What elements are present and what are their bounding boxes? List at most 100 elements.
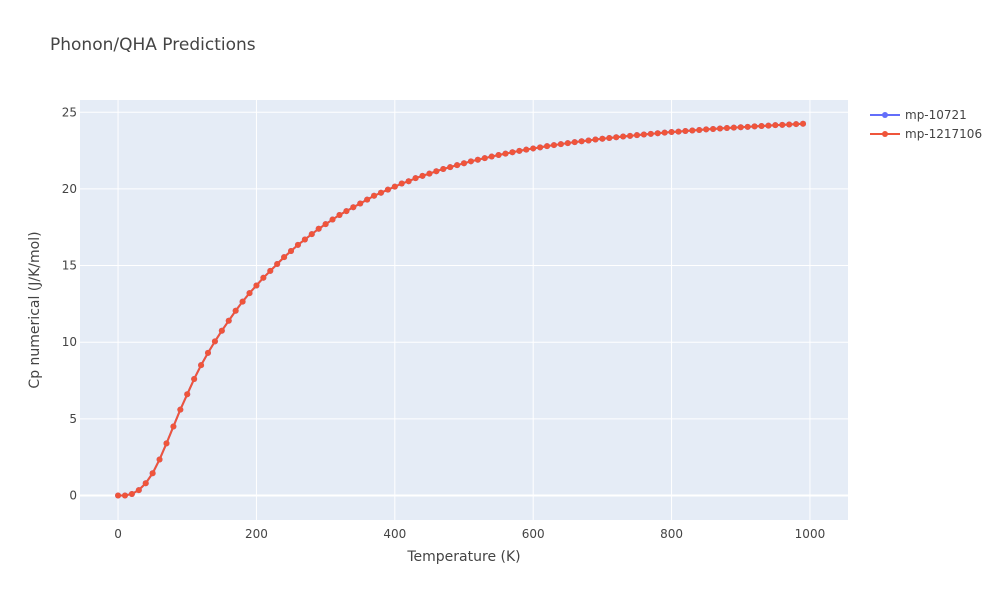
data-point[interactable]	[315, 225, 322, 232]
data-point[interactable]	[239, 298, 246, 305]
data-point[interactable]	[654, 130, 661, 137]
data-point[interactable]	[606, 135, 613, 142]
data-point[interactable]	[544, 143, 551, 150]
data-point[interactable]	[336, 211, 343, 218]
data-point[interactable]	[343, 208, 350, 215]
data-point[interactable]	[377, 189, 384, 196]
data-point[interactable]	[398, 180, 405, 187]
data-point[interactable]	[647, 130, 654, 137]
data-point[interactable]	[467, 158, 474, 165]
data-point[interactable]	[322, 221, 329, 228]
data-point[interactable]	[308, 231, 315, 238]
data-point[interactable]	[128, 490, 135, 497]
data-point[interactable]	[682, 127, 689, 134]
data-point[interactable]	[301, 236, 308, 243]
data-point[interactable]	[571, 139, 578, 146]
data-point[interactable]	[620, 133, 627, 140]
data-point[interactable]	[564, 140, 571, 147]
data-point[interactable]	[474, 156, 481, 163]
data-point[interactable]	[184, 391, 191, 398]
data-point[interactable]	[205, 349, 211, 356]
data-point[interactable]	[488, 153, 495, 160]
data-point[interactable]	[149, 470, 156, 477]
data-point[interactable]	[786, 121, 793, 128]
data-point[interactable]	[191, 375, 198, 382]
data-point[interactable]	[633, 132, 640, 139]
data-point[interactable]	[225, 317, 232, 324]
data-point[interactable]	[156, 456, 163, 463]
data-point[interactable]	[758, 123, 765, 130]
data-point[interactable]	[585, 137, 592, 144]
data-point[interactable]	[142, 480, 149, 487]
data-point[interactable]	[772, 122, 779, 129]
data-point[interactable]	[433, 168, 440, 175]
data-point[interactable]	[391, 183, 398, 190]
data-point[interactable]	[426, 170, 433, 177]
data-point[interactable]	[246, 290, 253, 297]
data-point[interactable]	[177, 406, 184, 413]
data-point[interactable]	[640, 131, 647, 138]
data-point[interactable]	[800, 120, 807, 127]
data-point[interactable]	[765, 122, 772, 129]
data-point[interactable]	[793, 121, 800, 128]
data-point[interactable]	[516, 147, 523, 154]
data-point[interactable]	[495, 152, 502, 159]
data-point[interactable]	[288, 247, 295, 254]
data-point[interactable]	[198, 362, 205, 369]
data-point[interactable]	[779, 121, 786, 128]
data-point[interactable]	[523, 146, 530, 153]
data-point[interactable]	[578, 138, 585, 145]
data-point[interactable]	[481, 155, 488, 162]
data-point[interactable]	[115, 492, 122, 499]
data-point[interactable]	[661, 129, 668, 136]
legend-item[interactable]: mp-10721	[870, 108, 967, 122]
data-point[interactable]	[710, 125, 717, 132]
data-point[interactable]	[267, 267, 274, 274]
data-point[interactable]	[557, 141, 564, 148]
data-point[interactable]	[613, 134, 620, 141]
plot-area[interactable]	[80, 100, 848, 520]
data-point[interactable]	[405, 178, 412, 185]
data-point[interactable]	[550, 142, 557, 149]
data-point[interactable]	[675, 128, 682, 135]
data-point[interactable]	[461, 160, 467, 167]
data-point[interactable]	[703, 126, 710, 133]
data-point[interactable]	[253, 282, 260, 289]
data-point[interactable]	[599, 135, 606, 142]
data-point[interactable]	[260, 274, 267, 281]
data-point[interactable]	[737, 124, 744, 131]
data-point[interactable]	[232, 307, 239, 314]
data-point[interactable]	[274, 261, 281, 268]
data-point[interactable]	[364, 196, 371, 203]
data-point[interactable]	[135, 487, 142, 494]
data-point[interactable]	[447, 164, 454, 171]
data-point[interactable]	[723, 125, 730, 132]
data-point[interactable]	[454, 162, 461, 169]
data-point[interactable]	[419, 172, 426, 179]
data-point[interactable]	[530, 145, 537, 152]
data-point[interactable]	[281, 254, 288, 261]
data-point[interactable]	[384, 186, 391, 193]
data-point[interactable]	[329, 216, 336, 223]
data-point[interactable]	[121, 492, 128, 499]
data-point[interactable]	[717, 125, 723, 132]
data-point[interactable]	[211, 338, 218, 345]
data-point[interactable]	[218, 327, 225, 334]
data-point[interactable]	[440, 165, 447, 172]
data-point[interactable]	[537, 144, 544, 151]
data-point[interactable]	[668, 129, 675, 136]
data-point[interactable]	[170, 423, 177, 430]
data-point[interactable]	[357, 200, 364, 207]
data-point[interactable]	[371, 192, 378, 199]
data-point[interactable]	[689, 127, 696, 134]
data-point[interactable]	[350, 204, 357, 211]
data-point[interactable]	[509, 149, 516, 156]
data-point[interactable]	[751, 123, 758, 130]
data-point[interactable]	[730, 124, 737, 131]
data-point[interactable]	[502, 150, 509, 157]
data-point[interactable]	[294, 241, 301, 248]
data-point[interactable]	[412, 175, 419, 182]
legend-item[interactable]: mp-1217106	[870, 127, 982, 141]
data-point[interactable]	[627, 132, 634, 139]
data-point[interactable]	[592, 136, 599, 143]
